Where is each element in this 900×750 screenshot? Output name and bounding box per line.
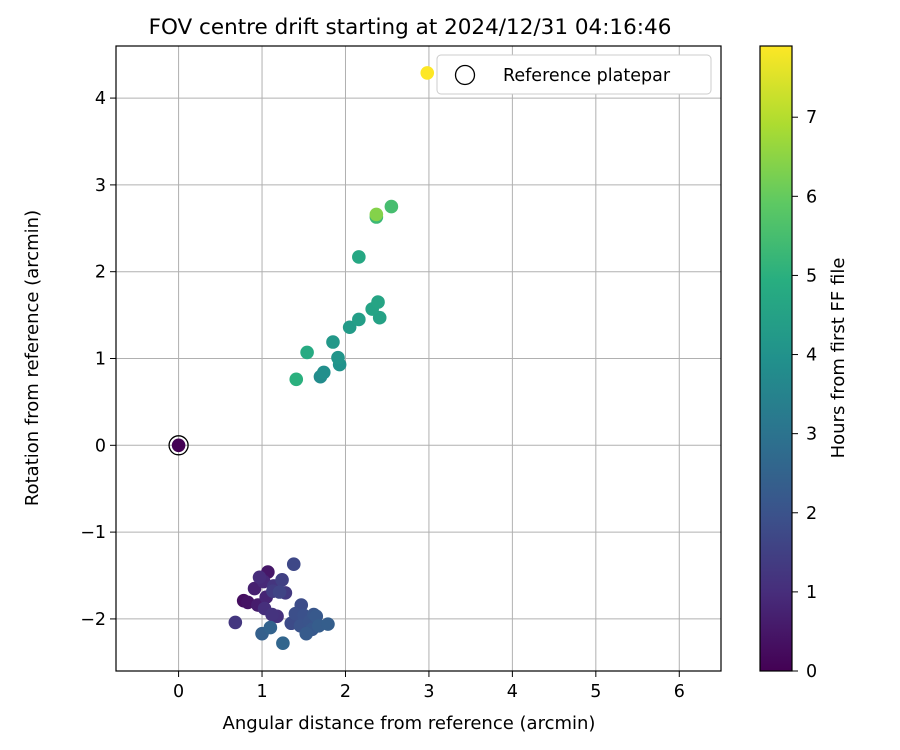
x-tick-label: 0 (173, 682, 184, 702)
colorbar-tick-label: 2 (806, 504, 817, 524)
data-point (299, 626, 314, 641)
y-tick-label: 3 (95, 176, 106, 196)
colorbar-tick-label: 7 (806, 108, 817, 128)
colorbar-tick-label: 0 (806, 662, 817, 682)
colorbar-tick-label: 1 (806, 583, 817, 603)
scatter-points (168, 66, 435, 651)
legend: Reference platepar (436, 54, 712, 95)
colorbar: 0 1 2 3 4 5 6 7 Hours from first FF file (759, 45, 849, 682)
x-axis: 0 1 2 3 4 5 6 (173, 671, 685, 702)
data-point (342, 320, 357, 335)
data-point (300, 345, 314, 360)
data-point (275, 573, 289, 587)
colorbar-tick-label: 5 (806, 266, 817, 286)
y-tick-label: 4 (95, 89, 106, 109)
data-point (384, 199, 399, 214)
y-tick-label: 0 (95, 436, 106, 456)
data-point (276, 636, 290, 651)
x-tick-label: 6 (674, 682, 685, 702)
plot-gridlines (116, 46, 721, 671)
colorbar-ticks: 0 1 2 3 4 5 6 7 (792, 108, 817, 682)
y-axis: −2 −1 0 1 2 3 4 (80, 89, 116, 630)
data-point (326, 335, 340, 349)
x-tick-label: 1 (256, 682, 267, 702)
colorbar-label: Hours from first FF file (828, 258, 849, 459)
colorbar-gradient (759, 45, 793, 672)
data-point (252, 570, 267, 585)
y-tick-label: 1 (95, 350, 106, 370)
x-tick-label: 2 (340, 682, 351, 702)
reference-marker (168, 435, 189, 456)
x-tick-label: 5 (590, 682, 601, 702)
data-point (352, 312, 366, 327)
data-point (228, 615, 243, 630)
data-point (369, 207, 384, 222)
data-point (420, 66, 435, 80)
legend-reference-label: Reference platepar (503, 66, 671, 86)
x-axis-label: Angular distance from reference (arcmin) (223, 713, 596, 734)
y-tick-label: 2 (95, 263, 106, 283)
colorbar-tick-label: 6 (806, 187, 817, 207)
data-point (263, 620, 278, 635)
legend-box (436, 54, 712, 95)
data-point (321, 617, 335, 631)
chart-title: FOV centre drift starting at 2024/12/31 … (149, 15, 672, 40)
data-point (352, 250, 366, 264)
colorbar-tick-label: 3 (806, 425, 817, 445)
colorbar-tick-label: 4 (806, 346, 817, 366)
y-tick-label: −1 (80, 523, 106, 543)
data-point (289, 372, 304, 387)
y-tick-label: −2 (80, 610, 106, 630)
legend-reference-marker (454, 64, 476, 86)
x-tick-label: 3 (423, 682, 434, 702)
data-point (272, 585, 287, 599)
data-point (371, 295, 385, 309)
data-point (331, 350, 345, 365)
data-point (286, 557, 301, 572)
y-axis-label: Rotation from reference (arcmin) (22, 210, 43, 506)
data-point (316, 365, 331, 380)
x-tick-label: 4 (507, 682, 518, 702)
data-point (171, 438, 186, 453)
data-point (265, 607, 279, 622)
